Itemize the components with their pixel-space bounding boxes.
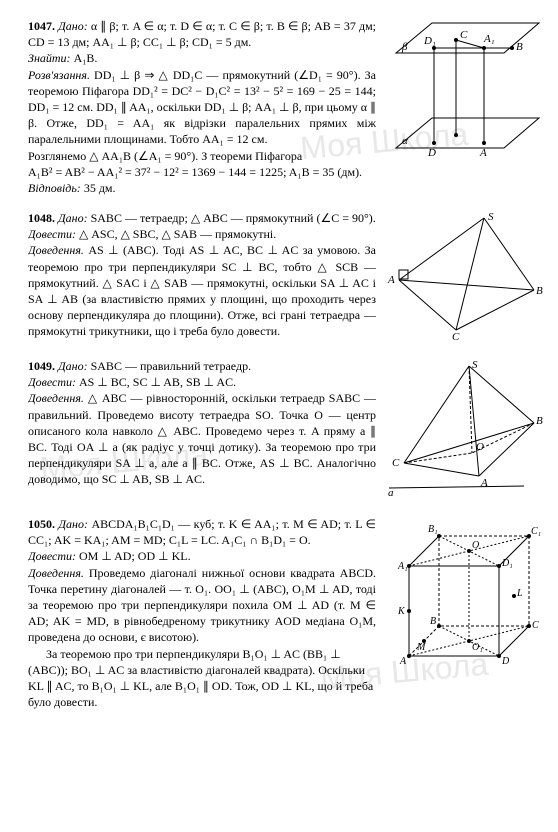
problem-1050: A₁ B₁ C₁ D₁ A B C D K L M O O₁ 1050. Дан… xyxy=(28,516,544,710)
svg-text:C: C xyxy=(392,457,400,469)
svg-text:K: K xyxy=(397,606,406,617)
svg-text:A: A xyxy=(479,147,487,159)
svg-text:M: M xyxy=(416,642,426,653)
svg-text:α: α xyxy=(402,135,408,147)
problem-1047: D₁ C A₁ B D A α β 1047. Дано: α ∥ β; т. … xyxy=(28,18,544,196)
svg-text:B: B xyxy=(516,41,523,53)
figure-1048: S A B C xyxy=(384,210,544,340)
solution-label: Доведення. xyxy=(28,566,84,580)
prove-text: AS ⊥ BC, SC ⊥ AB, SB ⊥ AC. xyxy=(79,375,236,389)
svg-text:C: C xyxy=(452,331,460,340)
given-label: Дано: xyxy=(58,517,88,531)
given-text: SABC — тетраедр; △ ABC — прямокутний (∠C… xyxy=(91,211,376,225)
svg-text:A: A xyxy=(399,656,407,667)
find-label: Знайти: xyxy=(28,51,71,65)
solution-label: Доведення. xyxy=(28,243,84,257)
svg-text:D: D xyxy=(501,656,510,667)
svg-text:A: A xyxy=(480,477,488,489)
problem-1048: S A B C 1048. Дано: SABC — тетраедр; △ A… xyxy=(28,210,544,344)
problem-number: 1047. xyxy=(28,19,55,33)
svg-text:A₁: A₁ xyxy=(483,33,495,45)
svg-text:O: O xyxy=(472,540,479,551)
solution-body: AS ⊥ (ABC). Тоді AS ⊥ AC, BC ⊥ AC за умо… xyxy=(28,243,376,338)
svg-text:A: A xyxy=(387,274,395,286)
prove-label: Довести: xyxy=(28,549,76,563)
svg-text:S: S xyxy=(472,359,478,371)
figure-1050: A₁ B₁ C₁ D₁ A B C D K L M O O₁ xyxy=(384,516,544,676)
svg-text:O₁: O₁ xyxy=(472,642,483,653)
svg-text:B₁: B₁ xyxy=(428,524,438,535)
svg-text:C₁: C₁ xyxy=(531,526,541,537)
given-label: Дано: xyxy=(58,19,88,33)
prove-text: △ ASC, △ SBC, △ SAB — прямокутні. xyxy=(79,227,276,241)
svg-text:L: L xyxy=(516,588,523,599)
svg-text:D₁: D₁ xyxy=(501,558,513,569)
given-label: Дано: xyxy=(58,211,88,225)
problem-1049: S A B C O a 1049. Дано: SABC — правильни… xyxy=(28,358,544,502)
figure-1049: S A B C O a xyxy=(384,358,544,498)
solution-body: △ ABC — рівносторонній, оскільки тетраед… xyxy=(28,391,376,486)
answer-label: Відповідь: xyxy=(28,181,81,195)
problem-number: 1049. xyxy=(28,359,55,373)
given-label: Дано: xyxy=(58,359,88,373)
solution-label: Розв'язання. xyxy=(28,68,90,82)
svg-text:B: B xyxy=(430,616,436,627)
svg-text:O: O xyxy=(476,441,484,453)
svg-text:A₁: A₁ xyxy=(397,561,408,572)
svg-text:C: C xyxy=(532,620,539,631)
figure-1047: D₁ C A₁ B D A α β xyxy=(384,18,544,168)
answer-text: 35 дм. xyxy=(84,181,116,195)
svg-text:S: S xyxy=(488,211,494,223)
svg-text:B: B xyxy=(536,285,543,297)
svg-text:a: a xyxy=(388,487,394,498)
find-text: A₁B. xyxy=(74,51,98,65)
svg-text:β: β xyxy=(401,41,408,53)
prove-label: Довести: xyxy=(28,375,76,389)
solution-label: Доведення. xyxy=(28,391,84,405)
problem-number: 1048. xyxy=(28,211,55,225)
prove-text: OM ⊥ AD; OD ⊥ KL. xyxy=(79,549,191,563)
svg-text:B: B xyxy=(536,415,543,427)
prove-label: Довести: xyxy=(28,227,76,241)
svg-text:D: D xyxy=(427,147,436,159)
given-text: SABC — правильний тетраедр. xyxy=(91,359,251,373)
problem-number: 1050. xyxy=(28,517,55,531)
svg-text:C: C xyxy=(460,29,468,41)
svg-text:D₁: D₁ xyxy=(423,35,436,47)
